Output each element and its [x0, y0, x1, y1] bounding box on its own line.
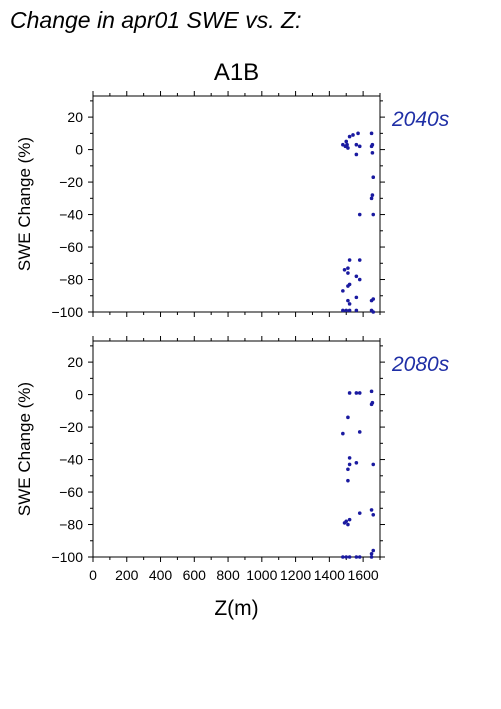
data-point: [342, 267, 347, 272]
data-point: [346, 478, 350, 483]
data-point: [354, 152, 359, 157]
data-point: [354, 461, 359, 465]
y-tick-label: −20: [59, 174, 83, 190]
data-point: [347, 302, 352, 306]
data-point: [351, 133, 355, 137]
data-point: [346, 522, 350, 527]
data-point: [344, 308, 349, 313]
data-point: [345, 142, 349, 147]
y-tick-label: 20: [67, 109, 83, 125]
data-point: [357, 555, 362, 559]
x-tick-label: 1600: [348, 567, 379, 583]
data-point: [371, 548, 376, 553]
y-tick-label: −40: [59, 207, 83, 223]
data-point: [346, 146, 350, 150]
data-point: [347, 134, 352, 139]
data-point: [347, 282, 352, 287]
data-point: [347, 462, 352, 467]
data-point: [371, 175, 376, 180]
data-point: [354, 274, 359, 279]
data-point: [341, 555, 345, 559]
data-point: [371, 462, 376, 467]
data-point: [369, 555, 374, 559]
x-tick-label: 0: [89, 567, 97, 583]
x-tick-label: 800: [216, 567, 240, 583]
data-point: [347, 555, 352, 559]
plot-frame: [92, 340, 381, 558]
data-point: [369, 551, 374, 556]
data-point: [371, 212, 376, 217]
data-point: [346, 271, 350, 275]
x-tick-label: 400: [149, 567, 173, 583]
data-point: [357, 212, 362, 217]
data-point: [341, 289, 345, 293]
data-point: [357, 430, 362, 434]
x-tick-label: 1200: [280, 567, 311, 583]
y-tick-label: 0: [75, 387, 83, 403]
data-point: [354, 295, 359, 300]
panel-2040s: 20 0 −20 −40 −60 −80 −100 A1B SWE Change (%) 2040…: [15, 59, 450, 320]
y-tick-label: −20: [59, 419, 83, 435]
data-point: [346, 467, 350, 472]
data-point: [347, 391, 352, 395]
period-label: 2040s: [391, 108, 450, 131]
y-tick-label: −80: [59, 517, 83, 533]
data-point: [369, 131, 374, 136]
data-point: [341, 308, 345, 313]
x-tick-label: 200: [115, 567, 139, 583]
data-point: [370, 151, 375, 155]
data-point: [354, 142, 359, 147]
y-tick-label: −60: [59, 484, 83, 500]
data-point: [344, 555, 349, 559]
y-tick-label: −40: [59, 452, 83, 468]
data-point: [369, 144, 374, 149]
period-label: 2080s: [391, 353, 450, 376]
data-point: [346, 298, 350, 303]
data-point: [356, 131, 360, 136]
data-point: [347, 517, 352, 522]
panel-2080s: 200−20−40−60−80−1000 200 400 600 800 1000 1200…: [15, 336, 450, 620]
data-point: [357, 511, 362, 515]
y-tick-label: −100: [51, 549, 83, 565]
x-axis-label: Z(m): [214, 597, 258, 620]
data-point: [346, 266, 350, 270]
data-point: [371, 512, 376, 517]
data-point: [347, 308, 352, 313]
data-point: [369, 402, 374, 407]
data-point: [344, 519, 349, 524]
y-tick-label: −100: [51, 304, 83, 320]
panel-title: A1B: [214, 59, 259, 86]
data-point: [357, 391, 362, 395]
data-point: [354, 555, 359, 559]
figure-title: Change in apr01 SWE vs. Z:: [10, 7, 301, 33]
data-point: [341, 431, 345, 436]
data-point: [369, 196, 374, 201]
data-point: [347, 456, 352, 460]
y-tick-label: 20: [67, 354, 83, 370]
data-point: [347, 258, 352, 262]
data-point: [370, 193, 375, 197]
data-point: [357, 277, 362, 282]
y-axis-label: SWE Change (%): [15, 137, 34, 271]
data-point: [354, 391, 359, 395]
x-tick-label: 1400: [314, 567, 345, 583]
y-axis-label: SWE Change (%): [15, 382, 34, 516]
data-point: [369, 508, 374, 512]
y-tick-label: −80: [59, 272, 83, 288]
x-tick-label: 1000: [246, 567, 277, 583]
data-point: [369, 298, 374, 303]
data-point: [354, 308, 359, 313]
data-point: [357, 258, 362, 262]
y-tick-label: 0: [75, 142, 83, 158]
x-tick-label: 600: [183, 567, 207, 583]
data-point: [344, 139, 349, 144]
data-point: [346, 415, 350, 420]
y-tick-label: −60: [59, 239, 83, 255]
data-point: [369, 389, 374, 394]
data-point: [371, 310, 376, 314]
data-point: [357, 144, 362, 149]
plot-frame: [92, 95, 381, 313]
